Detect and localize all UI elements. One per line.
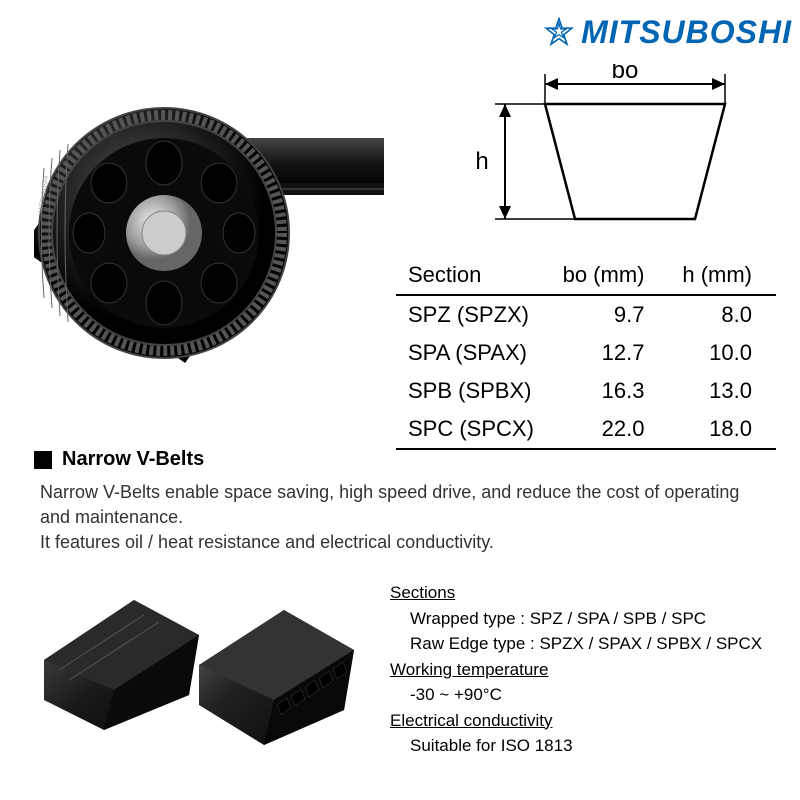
conductivity-value: Suitable for ISO 1813 [390,733,762,759]
wrapped-type: Wrapped type : SPZ / SPA / SPB / SPC [390,606,762,632]
col-section: Section [396,256,549,295]
temp-value: -30 ~ +90°C [390,682,762,708]
col-h: h (mm) [668,256,776,295]
sections-label: Sections [390,580,762,606]
mitsuboshi-star-icon [543,17,575,49]
description-text: Narrow V-Belts enable space saving, high… [40,480,760,556]
table-row: SPA (SPAX) 12.7 10.0 [396,334,776,372]
bo-label: bo [612,64,639,84]
section-header: Narrow V-Belts [34,448,204,471]
brand-logo: MITSUBOSHI [543,14,792,51]
section-marker-icon [34,451,52,469]
section-title: Narrow V-Belts [62,448,204,471]
specs-table: Section bo (mm) h (mm) SPZ (SPZX) 9.7 8.… [396,256,776,450]
cross-section-diagram: bo h [440,64,760,234]
table-row: SPB (SPBX) 16.3 13.0 [396,372,776,410]
belt-sample-images [34,580,364,780]
pulley-product-image: MITSUBOSHI [34,68,384,378]
table-row: SPC (SPCX) 22.0 18.0 [396,410,776,449]
specifications-list: Sections Wrapped type : SPZ / SPA / SPB … [390,580,762,759]
table-row: SPZ (SPZX) 9.7 8.0 [396,295,776,334]
conductivity-label: Electrical conductivity [390,708,762,734]
h-label: h [475,148,488,175]
temp-label: Working temperature [390,657,762,683]
table-header-row: Section bo (mm) h (mm) [396,256,776,295]
col-bo: bo (mm) [549,256,669,295]
brand-name: MITSUBOSHI [581,14,792,51]
raw-edge-type: Raw Edge type : SPZX / SPAX / SPBX / SPC… [390,631,762,657]
